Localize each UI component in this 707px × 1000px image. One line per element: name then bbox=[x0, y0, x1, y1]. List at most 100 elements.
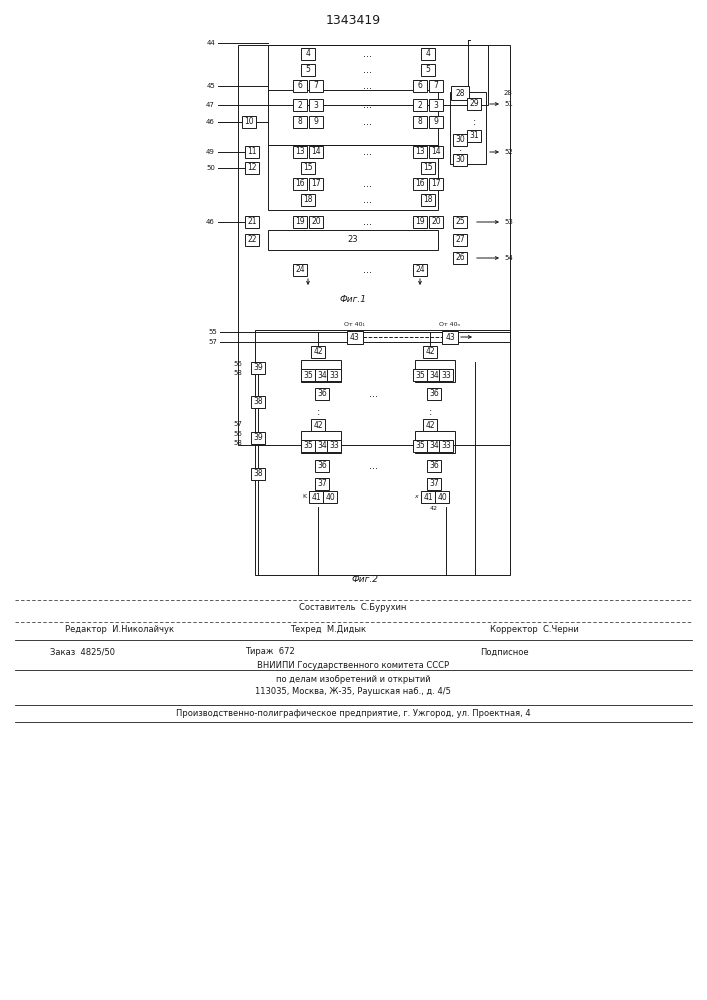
Bar bbox=[327, 369, 341, 381]
Text: 52: 52 bbox=[504, 149, 513, 155]
Text: 8: 8 bbox=[298, 117, 303, 126]
Text: 57: 57 bbox=[208, 339, 217, 345]
Text: 17: 17 bbox=[431, 180, 440, 188]
Text: ...: ... bbox=[363, 147, 373, 157]
Bar bbox=[453, 216, 467, 228]
Text: 10: 10 bbox=[244, 117, 254, 126]
Text: 13: 13 bbox=[296, 147, 305, 156]
Text: 5: 5 bbox=[426, 66, 431, 75]
Text: 54: 54 bbox=[504, 255, 513, 261]
Text: 56: 56 bbox=[233, 431, 242, 437]
Bar bbox=[347, 330, 363, 344]
Text: 8: 8 bbox=[418, 117, 422, 126]
Bar bbox=[423, 346, 437, 358]
Text: ...: ... bbox=[363, 117, 373, 127]
Bar bbox=[315, 388, 329, 400]
Text: 42: 42 bbox=[430, 506, 438, 510]
Text: 9: 9 bbox=[314, 117, 318, 126]
Text: ...: ... bbox=[363, 265, 373, 275]
Text: 24: 24 bbox=[296, 265, 305, 274]
Bar bbox=[293, 99, 307, 111]
Bar bbox=[327, 440, 341, 452]
Text: 35: 35 bbox=[415, 442, 425, 450]
Bar bbox=[415, 360, 455, 382]
Text: 27: 27 bbox=[455, 235, 464, 244]
Text: Производственно-полиграфическое предприятие, г. Ужгород, ул. Проектная, 4: Производственно-полиграфическое предприя… bbox=[175, 708, 530, 718]
Bar bbox=[442, 330, 458, 344]
Bar bbox=[245, 234, 259, 246]
Text: 13: 13 bbox=[415, 147, 425, 156]
Text: 53: 53 bbox=[504, 219, 513, 225]
Text: ...: ... bbox=[363, 65, 373, 75]
Text: 38: 38 bbox=[253, 470, 263, 479]
Bar bbox=[245, 146, 259, 158]
Text: :: : bbox=[472, 117, 476, 127]
Text: 43: 43 bbox=[445, 332, 455, 342]
Text: ...: ... bbox=[363, 100, 373, 110]
Bar bbox=[251, 432, 265, 444]
Text: 36: 36 bbox=[429, 389, 439, 398]
Text: ВНИИПИ Государственного комитета СССР: ВНИИПИ Государственного комитета СССР bbox=[257, 662, 449, 670]
Text: 15: 15 bbox=[303, 163, 312, 172]
Text: 16: 16 bbox=[415, 180, 425, 188]
Bar bbox=[429, 99, 443, 111]
Bar bbox=[453, 234, 467, 246]
Text: 33: 33 bbox=[329, 370, 339, 379]
Bar bbox=[309, 178, 323, 190]
Bar bbox=[429, 216, 443, 228]
Text: x: x bbox=[414, 494, 418, 499]
Text: 34: 34 bbox=[317, 442, 327, 450]
Text: 35: 35 bbox=[303, 442, 313, 450]
Bar bbox=[293, 146, 307, 158]
Text: 46: 46 bbox=[206, 119, 215, 125]
Bar bbox=[421, 491, 435, 503]
Text: по делам изобретений и открытий: по делам изобретений и открытий bbox=[276, 674, 431, 684]
Bar bbox=[301, 48, 315, 60]
Bar bbox=[315, 440, 329, 452]
Text: Заказ  4825/50: Заказ 4825/50 bbox=[50, 648, 115, 656]
Text: 5: 5 bbox=[305, 66, 310, 75]
Bar bbox=[311, 419, 325, 431]
Bar bbox=[251, 468, 265, 480]
Text: 51: 51 bbox=[504, 101, 513, 107]
Bar bbox=[309, 491, 323, 503]
Text: 20: 20 bbox=[431, 218, 440, 227]
Text: :: : bbox=[316, 407, 320, 417]
Text: 41: 41 bbox=[311, 492, 321, 502]
Text: 16: 16 bbox=[296, 180, 305, 188]
Text: 50: 50 bbox=[206, 165, 215, 171]
Text: 3: 3 bbox=[433, 101, 438, 109]
Bar bbox=[413, 116, 427, 128]
Bar bbox=[315, 460, 329, 472]
Bar bbox=[427, 369, 441, 381]
Bar bbox=[467, 98, 481, 110]
Text: 30: 30 bbox=[455, 155, 465, 164]
Text: Подписное: Подписное bbox=[480, 648, 529, 656]
Text: 38: 38 bbox=[253, 397, 263, 406]
Bar bbox=[251, 362, 265, 374]
Text: 36: 36 bbox=[429, 462, 439, 471]
Text: 15: 15 bbox=[423, 163, 433, 172]
Text: 46: 46 bbox=[206, 219, 215, 225]
Bar bbox=[453, 154, 467, 166]
Bar bbox=[415, 431, 455, 453]
Bar bbox=[429, 178, 443, 190]
Bar bbox=[429, 146, 443, 158]
Text: 57: 57 bbox=[233, 421, 242, 427]
Text: 19: 19 bbox=[415, 218, 425, 227]
Text: 49: 49 bbox=[206, 149, 215, 155]
Bar bbox=[309, 116, 323, 128]
Text: ...: ... bbox=[363, 49, 373, 59]
Text: Фиг.1: Фиг.1 bbox=[339, 296, 366, 304]
Bar bbox=[427, 460, 441, 472]
Text: 58: 58 bbox=[233, 440, 242, 446]
Text: 34: 34 bbox=[429, 370, 439, 379]
Bar bbox=[301, 440, 315, 452]
Text: Составитель  С.Бурухин: Составитель С.Бурухин bbox=[299, 603, 407, 612]
Text: ...: ... bbox=[363, 217, 373, 227]
Bar bbox=[413, 80, 427, 92]
Bar bbox=[453, 134, 467, 146]
Text: 12: 12 bbox=[247, 163, 257, 172]
Text: 42: 42 bbox=[425, 420, 435, 430]
Text: 23: 23 bbox=[348, 235, 358, 244]
